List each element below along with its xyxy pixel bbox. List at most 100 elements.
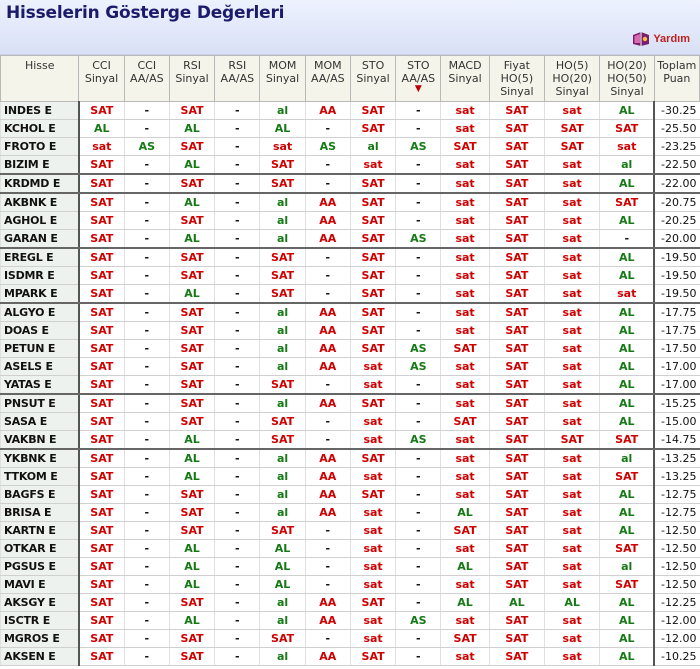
stock-symbol[interactable]: AKSGY E [0, 593, 80, 612]
column-header-13[interactable]: Toplam Puan [653, 55, 700, 102]
table-row[interactable]: PGSUS E SAT - AL - AL - sat - AL SAT sat al -12.50 [0, 557, 700, 576]
table-row[interactable]: VAKBN E SAT - AL - SAT - sat AS sat SAT SAT SAT -14.7… [0, 430, 700, 450]
stock-symbol[interactable]: GARAN E [0, 229, 80, 249]
stock-symbol[interactable]: FROTO E [0, 137, 80, 156]
signal-cell: sat [440, 155, 490, 175]
signal-cell: al [259, 503, 306, 522]
stock-symbol[interactable]: BIZIM E [0, 155, 80, 175]
stock-symbol[interactable]: MPARK E [0, 284, 80, 304]
column-header-1[interactable]: CCI Sinyal [78, 55, 125, 102]
table-row[interactable]: DOAS E SAT - SAT - al AA SAT - sat SAT sat AL -17.75 [0, 321, 700, 340]
column-header-9[interactable]: MACD Sinyal [440, 55, 490, 102]
table-row[interactable]: ALGYO E SAT - SAT - al AA SAT - sat SAT sat AL -17.75 [0, 303, 700, 322]
column-header-text: STO [361, 59, 385, 72]
signal-cell: AL [259, 119, 306, 138]
stock-symbol[interactable]: ISDMR E [0, 266, 80, 285]
signal-cell: AL [599, 611, 655, 630]
stock-symbol[interactable]: ASELS E [0, 357, 80, 376]
column-header-12[interactable]: HO(20) HO(50) Sinyal [599, 55, 655, 102]
table-row[interactable]: KCHOL E AL - AL - AL - SAT - sat SAT SAT SAT -25.50 [0, 119, 700, 138]
table-row[interactable]: PNSUT E SAT - SAT - al AA SAT - sat SAT sat AL -15.25 [0, 394, 700, 413]
stock-symbol[interactable]: YKBNK E [0, 449, 80, 468]
stock-symbol[interactable]: INDES E [0, 101, 80, 120]
table-row[interactable]: ISCTR E SAT - AL - al AA sat AS sat SAT sat AL -12.00 [0, 611, 700, 630]
table-row[interactable]: GARAN E SAT - AL - al AA SAT AS sat SAT sat - -20.00 [0, 229, 700, 249]
signal-cell: sat [349, 375, 396, 395]
stock-symbol[interactable]: OTKAR E [0, 539, 80, 558]
table-row[interactable]: YKBNK E SAT - AL - al AA SAT - sat SAT sat al -13.25 [0, 449, 700, 468]
table-row[interactable]: MAVI E SAT - AL - AL - sat - sat SAT sat SAT -12.50 [0, 575, 700, 594]
signal-cell: - [123, 321, 170, 340]
stock-symbol[interactable]: PETUN E [0, 339, 80, 358]
signal-cell: sat [349, 467, 396, 486]
signal-cell: sat [440, 449, 490, 468]
stock-symbol[interactable]: EREGL E [0, 248, 80, 267]
column-header-7[interactable]: STO Sinyal [349, 55, 397, 102]
signal-cell: sat [544, 485, 600, 504]
stock-symbol[interactable]: BAGFS E [0, 485, 80, 504]
column-header-5[interactable]: MOM Sinyal [259, 55, 306, 102]
column-header-2[interactable]: CCI AA/AS [123, 55, 170, 102]
column-header-11[interactable]: HO(5) HO(20) Sinyal [544, 55, 601, 102]
table-row[interactable]: YATAS E SAT - SAT - SAT - sat - sat SAT sat AL -17.00 [0, 375, 700, 395]
table-row[interactable]: OTKAR E SAT - AL - AL - sat - sat SAT sat SAT -12.50 [0, 539, 700, 558]
signal-cell: - [599, 229, 655, 249]
stock-symbol[interactable]: SASA E [0, 412, 80, 431]
table-row[interactable]: TTKOM E SAT - AL - al AA sat - sat SAT sat SAT -13.25 [0, 467, 700, 486]
column-header-10[interactable]: Fiyat HO(5) Sinyal [488, 55, 546, 102]
stock-symbol[interactable]: DOAS E [0, 321, 80, 340]
signal-cell: sat [78, 137, 125, 156]
table-row[interactable]: KRDMD E SAT - SAT - SAT - SAT - sat SAT sat AL -22.00 [0, 174, 700, 194]
stock-symbol[interactable]: AKBNK E [0, 193, 80, 212]
signal-cell: - [214, 412, 260, 431]
stock-symbol[interactable]: BRISA E [0, 503, 80, 522]
help-button[interactable]: Yardım [632, 31, 690, 47]
stock-symbol[interactable]: PNSUT E [0, 394, 80, 413]
column-header-8[interactable]: STO AA/AS ▼ [395, 55, 442, 102]
stock-symbol[interactable]: AKSEN E [0, 647, 80, 666]
table-row[interactable]: BAGFS E SAT - SAT - al AA SAT - sat SAT sat AL -12.75 [0, 485, 700, 504]
table-row[interactable]: SASA E SAT - SAT - SAT - sat - SAT SAT sat AL -15.00 [0, 412, 700, 431]
stock-symbol[interactable]: PGSUS E [0, 557, 80, 576]
table-row[interactable]: AKSGY E SAT - SAT - al AA SAT - AL AL AL AL -12.25 [0, 593, 700, 612]
table-row[interactable]: AKBNK E SAT - AL - al AA SAT - sat SAT sat SAT -20.75 [0, 193, 700, 212]
table-row[interactable]: MGROS E SAT - SAT - SAT - sat - SAT SAT sat AL -12.00 [0, 629, 700, 648]
table-row[interactable]: BRISA E SAT - SAT - al AA sat - AL SAT sat AL -12.75 [0, 503, 700, 522]
stock-symbol[interactable]: AGHOL E [0, 211, 80, 230]
table-row[interactable]: PETUN E SAT - SAT - al AA SAT AS SAT SAT sat AL -17.5… [0, 339, 700, 358]
column-header-text: CCI [137, 59, 157, 72]
column-header-4[interactable]: RSI AA/AS [214, 55, 261, 102]
table-row[interactable]: AGHOL E SAT - SAT - al AA SAT - sat SAT sat AL -20.25 [0, 211, 700, 230]
signal-cell: - [214, 539, 260, 558]
stock-symbol[interactable]: KARTN E [0, 521, 80, 540]
table-row[interactable]: BIZIM E SAT - AL - SAT - sat - sat SAT sat al -22.50 [0, 155, 700, 175]
signal-cell: AA [304, 339, 351, 358]
table-row[interactable]: KARTN E SAT - SAT - SAT - sat - SAT SAT sat AL -12.50 [0, 521, 700, 540]
stock-symbol[interactable]: KCHOL E [0, 119, 80, 138]
table-row[interactable]: ASELS E SAT - SAT - al AA sat AS sat SAT sat AL -17.0… [0, 357, 700, 376]
column-header-0[interactable]: Hisse [0, 55, 80, 102]
table-row[interactable]: AKSEN E SAT - SAT - al AA SAT - sat SAT sat AL -10.25 [0, 647, 700, 666]
table-row[interactable]: MPARK E SAT - AL - SAT - SAT - sat SAT sat sat -19.50 [0, 284, 700, 304]
signal-cell: al [259, 485, 306, 504]
signal-cell: sat [440, 467, 490, 486]
stock-symbol[interactable]: YATAS E [0, 375, 80, 395]
table-row[interactable]: EREGL E SAT - SAT - SAT - SAT - sat SAT sat AL -19.50 [0, 248, 700, 267]
column-header-3[interactable]: RSI Sinyal [168, 55, 216, 102]
column-header-6[interactable]: MOM AA/AS [304, 55, 351, 102]
stock-symbol[interactable]: ALGYO E [0, 303, 80, 322]
table-row[interactable]: ISDMR E SAT - SAT - SAT - SAT - sat SAT sat AL -19.50 [0, 266, 700, 285]
signal-cell: SAT [349, 211, 396, 230]
signal-cell: SAT [488, 211, 545, 230]
stock-symbol[interactable]: MAVI E [0, 575, 80, 594]
signal-cell: - [123, 503, 170, 522]
stock-symbol[interactable]: VAKBN E [0, 430, 80, 450]
stock-symbol[interactable]: ISCTR E [0, 611, 80, 630]
stock-symbol[interactable]: TTKOM E [0, 467, 80, 486]
stock-symbol[interactable]: KRDMD E [0, 174, 80, 194]
total-score: -25.50 [653, 119, 700, 138]
table-row[interactable]: INDES E SAT - SAT - al AA SAT - sat SAT sat AL -30.25 [0, 101, 700, 120]
stock-symbol[interactable]: MGROS E [0, 629, 80, 648]
signal-cell: - [395, 211, 441, 230]
